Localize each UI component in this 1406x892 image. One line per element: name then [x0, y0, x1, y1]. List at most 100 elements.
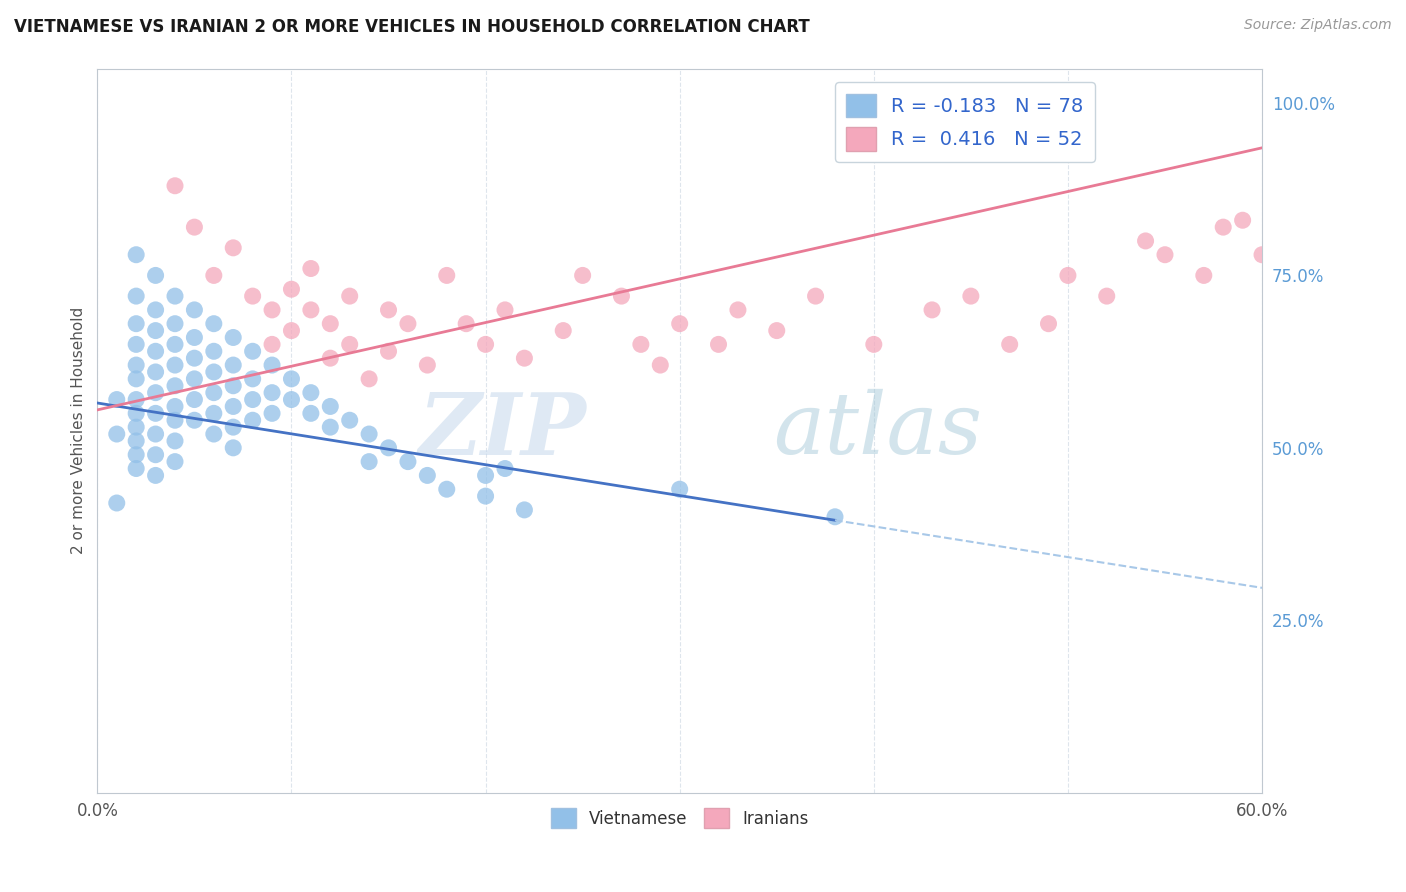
Point — [163, 413, 186, 427]
Point — [222, 378, 245, 392]
Point — [1251, 248, 1274, 262]
Point — [242, 372, 264, 386]
Point — [553, 324, 575, 338]
Point — [125, 392, 148, 407]
Point — [513, 503, 536, 517]
Point — [377, 441, 399, 455]
Point — [396, 455, 419, 469]
Point — [260, 358, 283, 372]
Point — [456, 317, 478, 331]
Point — [339, 337, 361, 351]
Point — [571, 268, 593, 283]
Point — [222, 441, 245, 455]
Point — [319, 317, 342, 331]
Point — [145, 324, 167, 338]
Point — [377, 344, 399, 359]
Point — [494, 461, 516, 475]
Point — [105, 496, 128, 510]
Point — [145, 448, 167, 462]
Point — [222, 241, 245, 255]
Point — [1309, 268, 1331, 283]
Point — [183, 330, 205, 344]
Point — [222, 358, 245, 372]
Point — [125, 372, 148, 386]
Point — [339, 413, 361, 427]
Point — [183, 413, 205, 427]
Point — [183, 220, 205, 235]
Point — [299, 406, 322, 420]
Text: ZIP: ZIP — [419, 389, 586, 473]
Point — [610, 289, 633, 303]
Point — [727, 302, 749, 317]
Point — [474, 489, 496, 503]
Point — [242, 392, 264, 407]
Point — [299, 302, 322, 317]
Point — [765, 324, 787, 338]
Point — [222, 330, 245, 344]
Point — [105, 392, 128, 407]
Point — [105, 427, 128, 442]
Point — [319, 400, 342, 414]
Point — [1348, 234, 1371, 248]
Point — [202, 317, 225, 331]
Point — [183, 351, 205, 366]
Point — [359, 427, 381, 442]
Point — [1057, 268, 1080, 283]
Point — [145, 268, 167, 283]
Point — [242, 413, 264, 427]
Point — [1038, 317, 1060, 331]
Point — [145, 427, 167, 442]
Point — [707, 337, 730, 351]
Point — [1289, 199, 1312, 213]
Point — [145, 344, 167, 359]
Point — [650, 358, 672, 372]
Point — [1095, 289, 1118, 303]
Point — [280, 282, 302, 296]
Point — [824, 509, 846, 524]
Point — [163, 434, 186, 448]
Point — [125, 248, 148, 262]
Point — [299, 261, 322, 276]
Point — [319, 420, 342, 434]
Point — [319, 351, 342, 366]
Point — [1154, 248, 1177, 262]
Point — [202, 427, 225, 442]
Legend: Vietnamese, Iranians: Vietnamese, Iranians — [544, 801, 815, 835]
Point — [183, 392, 205, 407]
Point — [125, 358, 148, 372]
Point — [416, 468, 439, 483]
Point — [202, 365, 225, 379]
Point — [998, 337, 1021, 351]
Point — [630, 337, 652, 351]
Point — [125, 337, 148, 351]
Text: atlas: atlas — [773, 389, 981, 472]
Point — [299, 385, 322, 400]
Point — [125, 317, 148, 331]
Point — [163, 337, 186, 351]
Point — [183, 372, 205, 386]
Point — [163, 400, 186, 414]
Point — [359, 455, 381, 469]
Point — [163, 358, 186, 372]
Point — [260, 302, 283, 317]
Point — [125, 420, 148, 434]
Point — [436, 268, 458, 283]
Point — [359, 372, 381, 386]
Point — [125, 448, 148, 462]
Point — [145, 302, 167, 317]
Point — [145, 385, 167, 400]
Point — [202, 406, 225, 420]
Point — [260, 337, 283, 351]
Y-axis label: 2 or more Vehicles in Household: 2 or more Vehicles in Household — [72, 307, 86, 554]
Point — [202, 344, 225, 359]
Point — [804, 289, 827, 303]
Point — [474, 337, 496, 351]
Point — [202, 268, 225, 283]
Point — [339, 289, 361, 303]
Point — [494, 302, 516, 317]
Point — [1232, 213, 1254, 227]
Point — [436, 482, 458, 496]
Point — [396, 317, 419, 331]
Point — [260, 406, 283, 420]
Text: VIETNAMESE VS IRANIAN 2 OR MORE VEHICLES IN HOUSEHOLD CORRELATION CHART: VIETNAMESE VS IRANIAN 2 OR MORE VEHICLES… — [14, 18, 810, 36]
